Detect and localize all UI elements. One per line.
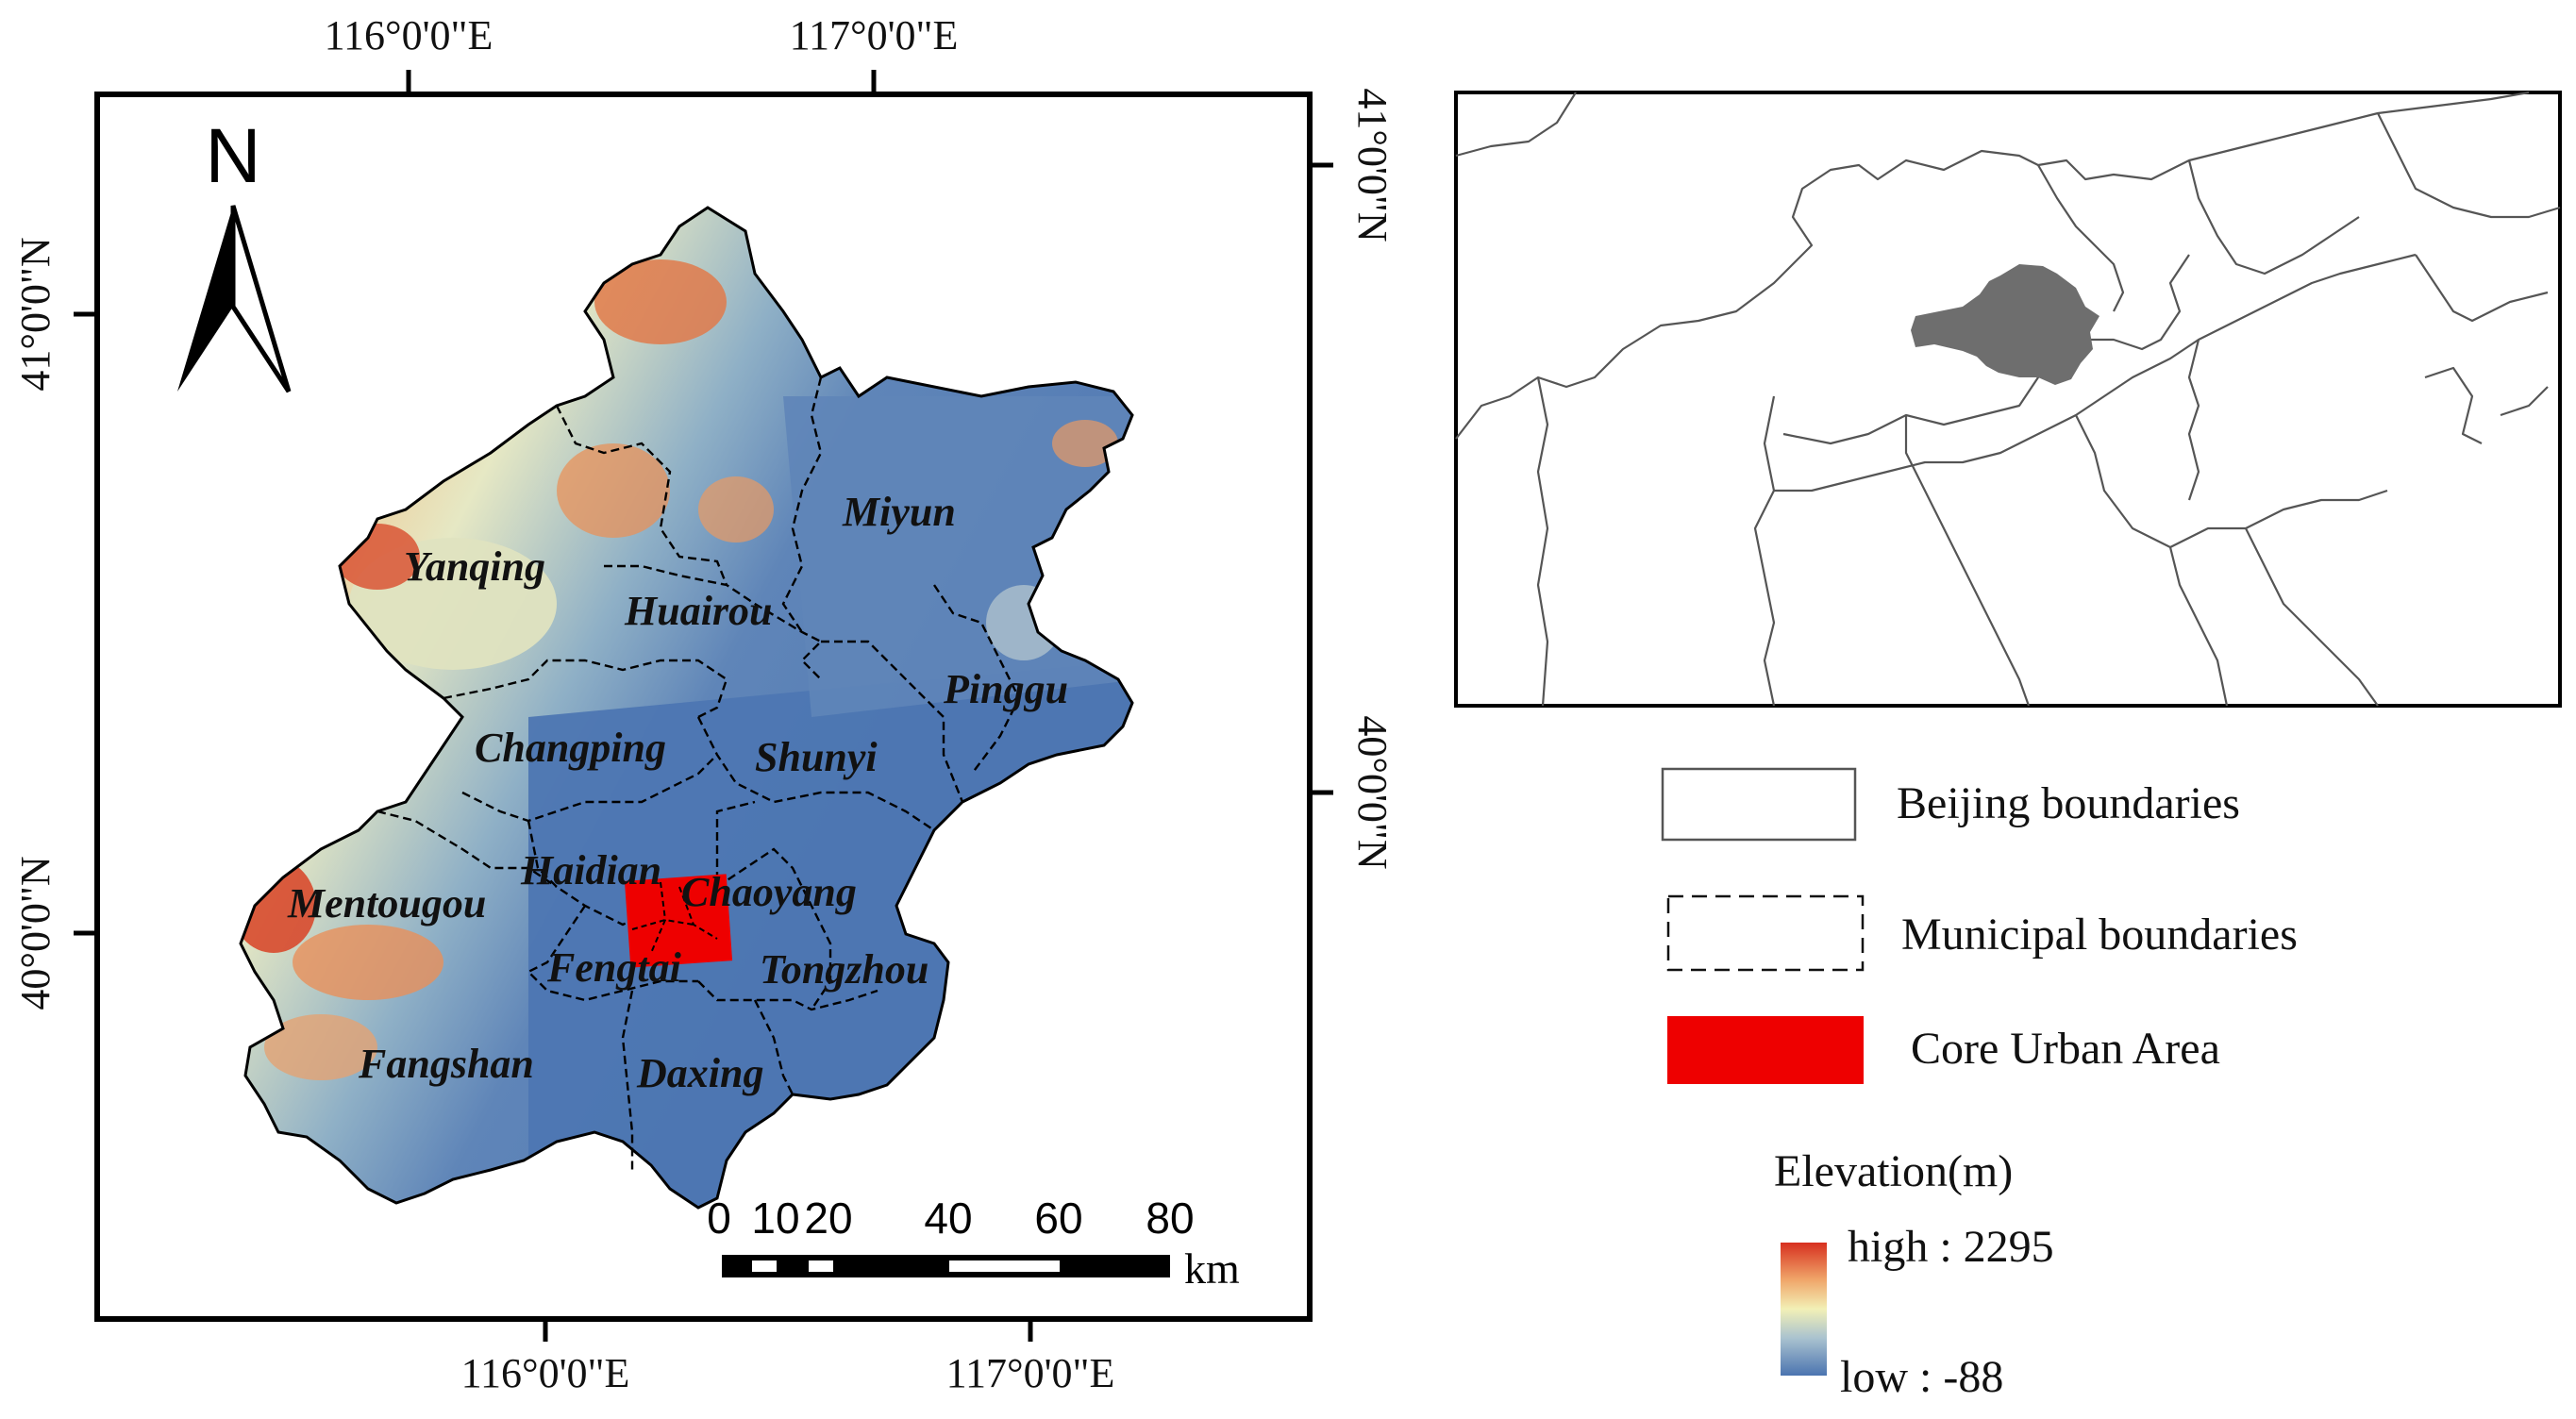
legend-swatch-municipal-boundaries [1666,894,1865,972]
scale-tick-label: 0 [707,1194,731,1243]
bottom-longitude-label: 116°0'0"E [461,1350,630,1396]
inset-map-frame [1454,91,2562,708]
elevation-legend-title: Elevation(m) [1774,1146,2013,1196]
left-latitude-label: 41°0'0"N [12,237,59,391]
district-labels: Yanqing Huairou Miyun Pinggu Changping S… [287,489,1068,1096]
scale-bar-unit: km [1184,1244,1240,1293]
municipal-boundaries [376,376,1021,1170]
legend: Beijing boundaries Municipal boundaries … [1661,767,2298,1402]
north-arrow-left-half [177,206,233,392]
bottom-longitude-label: 117°0'0"E [946,1350,1115,1396]
legend-swatch-core-urban-area [1667,1016,1864,1084]
elevation-color-ramp [1781,1243,1827,1376]
legend-label-beijing-boundaries: Beijing boundaries [1897,778,2240,828]
scale-bar-outline [722,1255,1170,1277]
left-latitude-label: 40°0'0"N [12,856,59,1010]
scale-bar-segment [949,1260,1060,1272]
district-label-chaoyang: Chaoyang [681,869,857,915]
district-label-daxing: Daxing [636,1050,763,1096]
main-map: 116°0'0"E 117°0'0"E 116°0'0"E 117°0'0"E … [12,12,1396,1396]
scale-bar-segment [809,1260,833,1272]
legend-label-municipal-boundaries: Municipal boundaries [1901,910,2298,960]
district-label-mentougou: Mentougou [287,880,486,927]
top-longitude-label: 116°0'0"E [325,12,493,58]
core-urban-area [624,874,733,968]
scale-tick-label: 80 [1146,1194,1194,1243]
legend-label-core-urban-area: Core Urban Area [1911,1024,2220,1074]
scale-tick-label: 40 [924,1194,972,1243]
scale-tick-label: 10 [751,1194,799,1243]
district-label-shunyi: Shunyi [755,734,878,780]
scale-bar: 0 10 20 40 60 80 km [707,1194,1240,1293]
north-arrow-label: N [205,113,260,199]
north-arrow: N [177,113,292,393]
district-label-huairou: Huairou [624,588,773,634]
scale-bar-segment [752,1260,777,1272]
district-label-pinggu: Pinggu [943,666,1068,712]
legend-swatch-beijing-boundaries [1661,767,1857,842]
inset-province-boundaries [1455,91,2561,707]
inset-map [1454,91,2562,708]
district-label-haidian: Haidian [520,847,661,893]
elevation-low-label: low : -88 [1840,1352,2003,1402]
north-arrow-right-half [230,205,292,393]
elevation-high-label: high : 2295 [1848,1222,2054,1272]
district-label-fangshan: Fangshan [358,1041,534,1087]
scale-tick-label: 60 [1034,1194,1082,1243]
top-longitude-label: 117°0'0"E [790,12,959,58]
district-label-yanqing: Yanqing [404,543,545,590]
core-urban-inner-boundaries [631,881,718,954]
district-label-tongzhou: Tongzhou [760,946,928,993]
district-label-changping: Changping [475,725,666,771]
right-latitude-label: 40°0'0"N [1349,715,1396,869]
inset-beijing-highlight [1911,264,2099,385]
district-label-fengtai: Fengtai [546,944,682,991]
scale-tick-label: 20 [804,1194,852,1243]
district-label-miyun: Miyun [842,489,956,535]
right-latitude-label: 41°0'0"N [1349,88,1396,242]
